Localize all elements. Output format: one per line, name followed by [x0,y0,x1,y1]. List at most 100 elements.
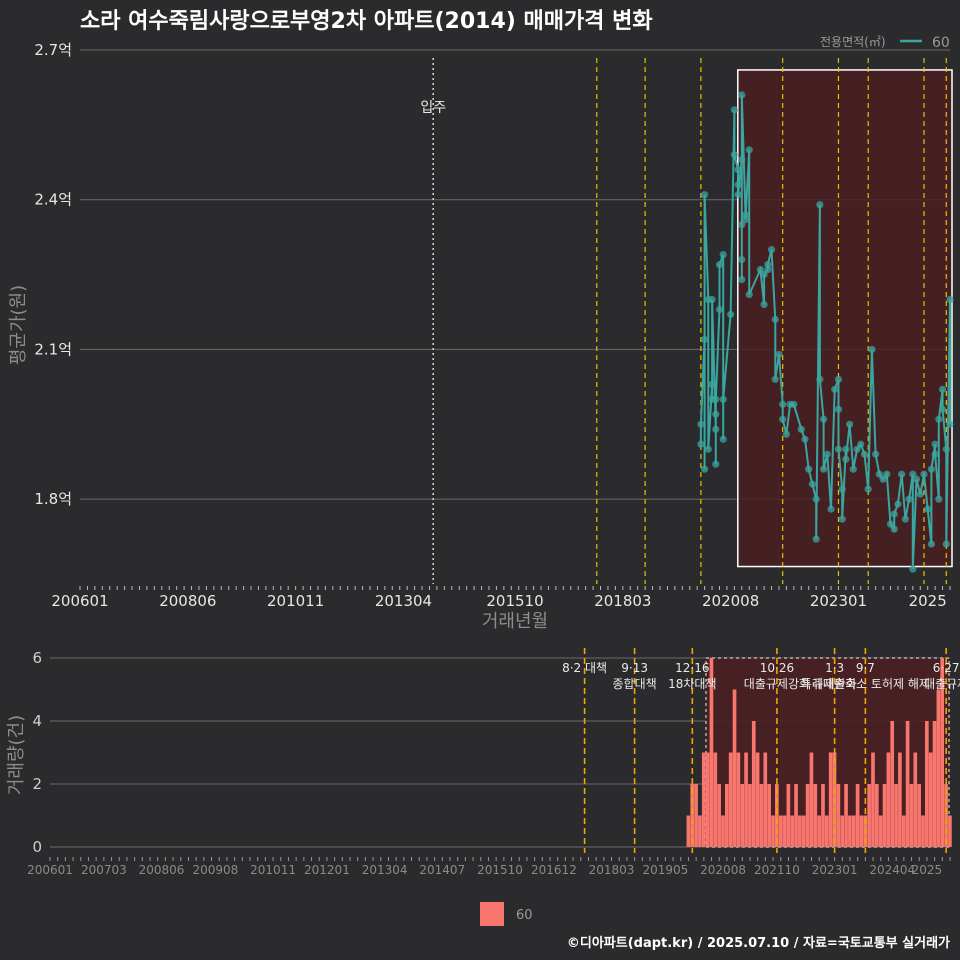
bottom-y-tick-label: 4 [32,712,42,730]
price-point [834,405,843,413]
price-point [838,515,846,523]
volume-bar [794,784,798,847]
price-point [734,181,742,189]
price-point [734,166,742,174]
price-point [846,420,854,428]
price-point [935,415,943,423]
price-point [708,295,716,304]
top-policy-lines [596,58,947,584]
volume-bar [763,752,768,847]
top-annotation: 입주 [420,58,446,584]
price-point [834,445,843,453]
volume-bar [790,815,795,847]
volume-bar [882,784,887,847]
price-point [741,211,750,219]
volume-bar [940,658,945,847]
bottom-y-tick-labels: 0 2 4 6 [32,649,42,856]
top-x-tick-label: 201510 [486,592,543,610]
price-point [909,470,917,478]
policy-label: 18차대책 [668,676,716,691]
volume-bar [871,752,875,847]
price-point [931,440,939,448]
volume-bar [771,815,775,847]
volume-bar [840,815,845,847]
price-point [719,395,727,403]
bottom-x-tick-label: 201803 [589,863,635,877]
price-point [712,410,720,418]
price-point [853,445,861,453]
bottom-x-tick-label: 201905 [642,863,688,877]
price-point [868,345,876,354]
top-legend-label: 60 [932,35,950,51]
volume-bar [909,784,914,847]
price-point [745,290,753,299]
price-point [697,420,705,428]
volume-bar [848,815,852,847]
volume-bar [798,815,802,847]
volume-bar [801,815,806,847]
top-minor-ticks [79,586,951,590]
volume-bar [805,784,810,847]
bottom-y-tick-label: 6 [32,649,42,667]
volume-bar [732,689,737,847]
bottom-x-tick-label: 200908 [192,863,238,877]
price-point [712,460,720,468]
price-point [827,505,835,513]
volume-bar [928,752,933,847]
top-legend: 전용면적(㎡) 60 [820,35,950,51]
bottom-legend-key [480,902,504,926]
price-point [857,440,865,448]
price-point [697,440,705,448]
volume-bar [759,784,764,847]
volume-bar [867,784,871,847]
policy-label: 규제완화 [813,677,857,691]
price-point [931,450,939,458]
top-x-tick-label: 2025 [909,592,947,610]
volume-bar [701,752,706,847]
price-point [916,490,924,498]
bottom-minor-ticks [49,857,951,861]
volume-bar [755,752,760,847]
volume-bar [690,784,695,847]
price-point [727,310,735,319]
top-x-axis-title: 거래년월 [482,611,548,632]
price-point [738,91,746,99]
top-y-tick-label: 2.7억 [34,41,72,59]
price-point [701,191,709,199]
movein-label: 입주 [420,100,446,116]
volume-bar [844,784,848,847]
volume-bar [782,815,787,847]
price-point [879,475,887,483]
price-point [712,395,720,403]
price-point [779,400,787,408]
volume-bar [751,721,756,847]
volume-bar [855,784,860,847]
price-point [834,375,843,383]
price-point [730,151,738,159]
policy-label: 9·7 [856,661,875,675]
price-point [805,465,813,473]
price-point [715,305,724,314]
price-point [734,191,742,199]
volume-bar [725,784,729,847]
volume-bar [686,815,691,847]
volume-bar [748,784,752,847]
chart-title: 소라 여수죽림사랑으로부영2차 아파트(2014) 매매가격 변화 [80,9,653,34]
price-point [838,485,846,493]
bottom-y-tick-label: 2 [32,775,42,793]
price-point [812,535,820,543]
price-point [756,265,764,274]
volume-bar [786,784,791,847]
bottom-x-tick-label: 201011 [250,863,296,877]
price-point [875,470,883,478]
top-y-axis-title: 평균가(원) [8,285,29,365]
price-point [801,435,809,443]
volume-bar [921,815,925,847]
bottom-x-tick-label: 201407 [419,863,465,877]
bottom-y-axis-title: 거래량(건) [6,715,27,795]
bottom-x-tick-label: 200601 [27,863,73,877]
bottom-x-tick-label: 200703 [81,863,127,877]
price-point [909,565,917,573]
volume-bar [744,752,748,847]
